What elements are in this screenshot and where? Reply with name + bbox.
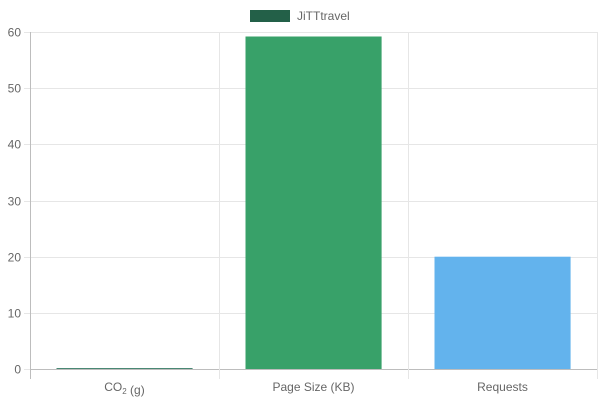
y-tick-label: 30 [8, 195, 22, 209]
x-tick-label: Requests [477, 380, 528, 394]
bar[interactable] [434, 256, 571, 369]
y-tick-label: 60 [8, 26, 22, 40]
bar[interactable] [245, 36, 382, 370]
chart-bars [56, 36, 571, 370]
y-tick-label: 50 [8, 82, 22, 96]
bar[interactable] [56, 368, 193, 369]
chart-legend[interactable]: JiTTtravel [250, 9, 350, 23]
y-tick-label: 40 [8, 138, 22, 152]
x-axis-ticks: CO2 (g) Page Size (KB) Requests [104, 380, 528, 397]
y-tick-label: 10 [8, 307, 22, 321]
legend-label: JiTTtravel [297, 9, 350, 23]
y-axis-ticks: 0 10 20 30 40 50 60 [8, 26, 22, 377]
x-tick-label: Page Size (KB) [272, 380, 354, 394]
x-tick-label: CO2 (g) [104, 380, 144, 397]
chart-axes [30, 32, 598, 379]
y-tick-label: 20 [8, 251, 22, 265]
y-tick-label: 0 [14, 363, 21, 377]
legend-swatch [250, 10, 290, 22]
